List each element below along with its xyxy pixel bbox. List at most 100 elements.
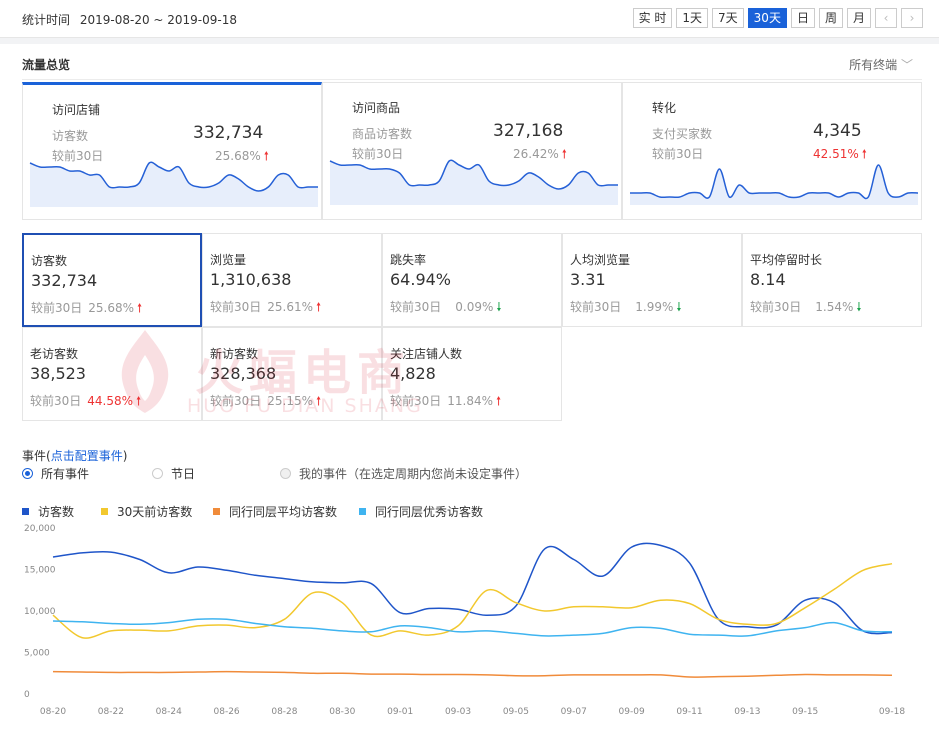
x-tick-label: 09-05 <box>503 707 529 717</box>
period-7days-button[interactable]: 7天 <box>712 8 744 28</box>
kpi-value: 64.94% <box>390 270 452 289</box>
card-value: 327,168 <box>493 121 564 141</box>
radio-my-events: 我的事件（在选定周期内您尚未设定事件） <box>280 465 527 482</box>
stat-time-label: 统计时间 <box>22 13 71 27</box>
x-tick-label: 09-03 <box>445 707 471 717</box>
card-metric-name: 支付买家数 <box>652 127 713 141</box>
divider <box>22 79 922 80</box>
card-value: 332,734 <box>193 123 264 143</box>
legend-item-visitors-30d-ago[interactable]: 30天前访客数 <box>101 503 192 520</box>
period-realtime-button[interactable]: 实 时 <box>632 8 673 28</box>
kpi-compare: 较前30日 1.99% 🠗 <box>570 300 682 314</box>
config-events-link[interactable]: 点击配置事件 <box>50 449 123 463</box>
card-title: 访问店铺 <box>52 103 101 117</box>
series-line <box>52 670 893 678</box>
y-tick-label: 15,000 <box>24 566 56 576</box>
radio-selected-icon <box>22 468 33 479</box>
sparkline-chart <box>629 164 919 205</box>
card-title: 转化 <box>652 101 677 115</box>
y-tick-label: 0 <box>24 690 30 700</box>
x-tick-label: 09-13 <box>734 707 760 717</box>
kpi-name: 访客数 <box>31 254 68 268</box>
radio-disabled-icon <box>280 468 291 479</box>
arrow-up-icon: 🠕 <box>861 147 867 161</box>
x-tick-label: 09-01 <box>387 707 413 717</box>
radio-holidays[interactable]: 节日 <box>152 465 195 482</box>
sparkline-chart <box>329 159 618 205</box>
kpi-value: 328,368 <box>210 364 277 383</box>
arrow-up-icon: 🠕 <box>316 300 322 314</box>
overview-card-product[interactable]: 访问商品 商品访客数 327,168 较前30日 26.42% 🠕 <box>322 82 622 220</box>
kpi-avg-pageviews[interactable]: 人均浏览量 3.31 较前30日 1.99% 🠗 <box>562 233 742 327</box>
legend-swatch <box>22 508 29 515</box>
date-range: 2019-08-20 ~ 2019-09-18 <box>79 13 238 27</box>
kpi-pageviews[interactable]: 浏览量 1,310,638 较前30日 25.61% 🠕 <box>202 233 382 327</box>
separator-band <box>0 38 939 44</box>
card-value: 4,345 <box>813 121 862 141</box>
kpi-name: 浏览量 <box>210 253 247 267</box>
legend-item-visitors[interactable]: 访客数 <box>22 503 74 520</box>
kpi-compare: 较前30日 25.15% 🠕 <box>210 394 322 408</box>
kpi-value: 1,310,638 <box>210 270 292 289</box>
kpi-returning-visitors[interactable]: 老访客数 38,523 较前30日 44.58% 🠕 <box>22 327 202 421</box>
kpi-value: 4,828 <box>390 364 436 383</box>
arrow-up-icon: 🠕 <box>136 394 142 408</box>
sparkline-line <box>29 161 318 192</box>
overview-card-conversion[interactable]: 转化 支付买家数 4,345 较前30日 42.51% 🠕 <box>622 82 922 220</box>
radio-unselected-icon <box>152 468 163 479</box>
y-tick-label: 20,000 <box>24 524 56 534</box>
kpi-store-followers[interactable]: 关注店铺人数 4,828 较前30日 11.84% 🠕 <box>382 327 562 421</box>
legend-item-peer-excellent[interactable]: 同行同层优秀访客数 <box>359 503 483 520</box>
period-button-group: 实 时 1天 7天 30天 日 周 月 ‹ › <box>632 8 923 28</box>
arrow-up-icon: 🠕 <box>561 147 567 161</box>
section-title: 流量总览 <box>22 58 71 72</box>
radio-all-events[interactable]: 所有事件 <box>22 465 89 482</box>
kpi-compare: 较前30日 44.58% 🠕 <box>30 394 142 408</box>
sparkline-area <box>30 162 318 207</box>
sparkline-line <box>629 164 919 200</box>
series-line <box>52 562 893 639</box>
kpi-compare: 较前30日 0.09% 🠗 <box>390 300 502 314</box>
kpi-value: 38,523 <box>30 364 86 383</box>
terminal-select[interactable]: 所有终端 ﹀ <box>849 56 913 73</box>
kpi-name: 平均停留时长 <box>750 253 823 267</box>
arrow-up-icon: 🠕 <box>263 149 269 163</box>
kpi-visitors[interactable]: 访客数 332,734 较前30日 25.68% 🠕 <box>22 233 202 327</box>
chevron-left-icon[interactable]: ‹ <box>875 8 897 28</box>
card-compare-label: 较前30日 <box>652 147 704 161</box>
y-tick-label: 10,000 <box>24 607 56 617</box>
series-line <box>52 618 893 637</box>
kpi-compare: 较前30日 25.61% 🠕 <box>210 300 322 314</box>
overview-card-store[interactable]: 访问店铺 访客数 332,734 较前30日 25.68% 🠕 <box>22 82 322 220</box>
period-30days-button[interactable]: 30天 <box>747 8 787 28</box>
stat-time: 统计时间 2019-08-20 ~ 2019-09-18 <box>22 11 237 28</box>
x-tick-label: 08-30 <box>329 707 355 717</box>
sparkline-chart <box>29 161 318 207</box>
kpi-compare: 较前30日 25.68% 🠕 <box>31 301 143 315</box>
kpi-avg-stay-time[interactable]: 平均停留时长 8.14 较前30日 1.54% 🠗 <box>742 233 922 327</box>
x-tick-label: 08-26 <box>214 707 240 717</box>
period-1day-button[interactable]: 1天 <box>676 8 709 28</box>
period-month-button[interactable]: 月 <box>846 8 871 28</box>
sparkline-area <box>330 160 618 205</box>
sparkline-line <box>329 159 618 190</box>
period-week-button[interactable]: 周 <box>818 8 843 28</box>
kpi-compare: 较前30日 1.54% 🠗 <box>750 300 862 314</box>
x-tick-label: 09-09 <box>619 707 645 717</box>
kpi-bounce-rate[interactable]: 跳失率 64.94% 较前30日 0.09% 🠗 <box>382 233 562 327</box>
kpi-name: 跳失率 <box>390 253 427 267</box>
legend-swatch <box>101 508 108 515</box>
x-tick-label: 08-22 <box>98 707 124 717</box>
terminal-select-label: 所有终端 <box>849 58 898 72</box>
card-metric-name: 访客数 <box>52 129 89 143</box>
legend-item-peer-average[interactable]: 同行同层平均访客数 <box>213 503 337 520</box>
card-compare-label: 较前30日 <box>52 149 104 163</box>
arrow-down-icon: 🠗 <box>856 300 862 314</box>
chevron-right-icon[interactable]: › <box>901 8 923 28</box>
arrow-up-icon: 🠕 <box>137 301 143 315</box>
period-day-button[interactable]: 日 <box>790 8 815 28</box>
kpi-new-visitors[interactable]: 新访客数 328,368 较前30日 25.15% 🠕 <box>202 327 382 421</box>
kpi-name: 关注店铺人数 <box>390 347 463 361</box>
card-compare-label: 较前30日 <box>352 147 404 161</box>
y-tick-label: 5,000 <box>24 649 50 659</box>
